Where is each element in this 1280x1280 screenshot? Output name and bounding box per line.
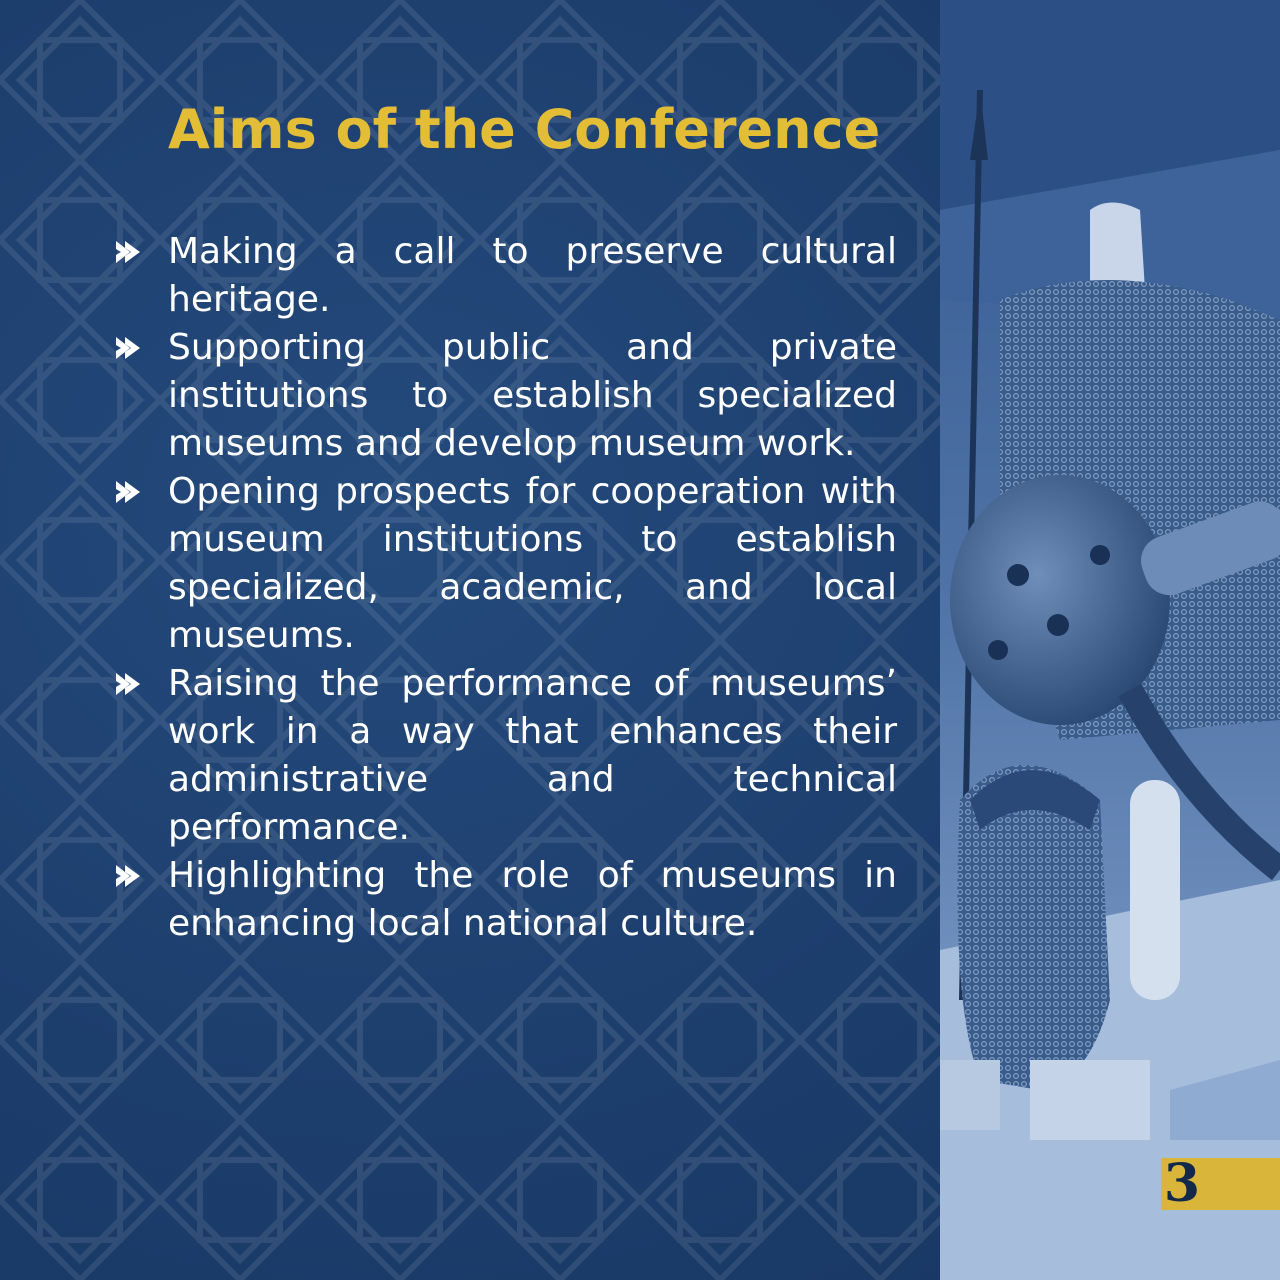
double-chevron-right-icon [116,673,140,695]
background-pattern [0,0,940,1280]
page-number: 3 [1163,1153,1201,1214]
page-title: Aims of the Conference [168,98,881,161]
page-number-badge [1161,1158,1280,1210]
aim-text: Making a call to preserve cultural herit… [168,231,897,320]
double-chevron-right-icon [116,241,140,263]
aim-text: Supporting public and private institutio… [168,327,897,464]
aim-text: Opening prospects for cooperation with m… [168,471,897,656]
aim-item: Supporting public and private institutio… [116,324,897,468]
museum-armor-photo [940,0,1280,1280]
double-chevron-right-icon [116,481,140,503]
aim-item: Opening prospects for cooperation with m… [116,468,897,660]
aim-text: Raising the performance of museums’ work… [168,663,897,848]
double-chevron-right-icon [116,337,140,359]
double-chevron-right-icon [116,865,140,887]
aim-item: Highlighting the role of museums in enha… [116,852,897,948]
aim-item: Making a call to preserve cultural herit… [116,228,897,324]
aim-item: Raising the performance of museums’ work… [116,660,897,852]
aims-list: Making a call to preserve cultural herit… [116,228,897,948]
aim-text: Highlighting the role of museums in enha… [168,855,897,944]
